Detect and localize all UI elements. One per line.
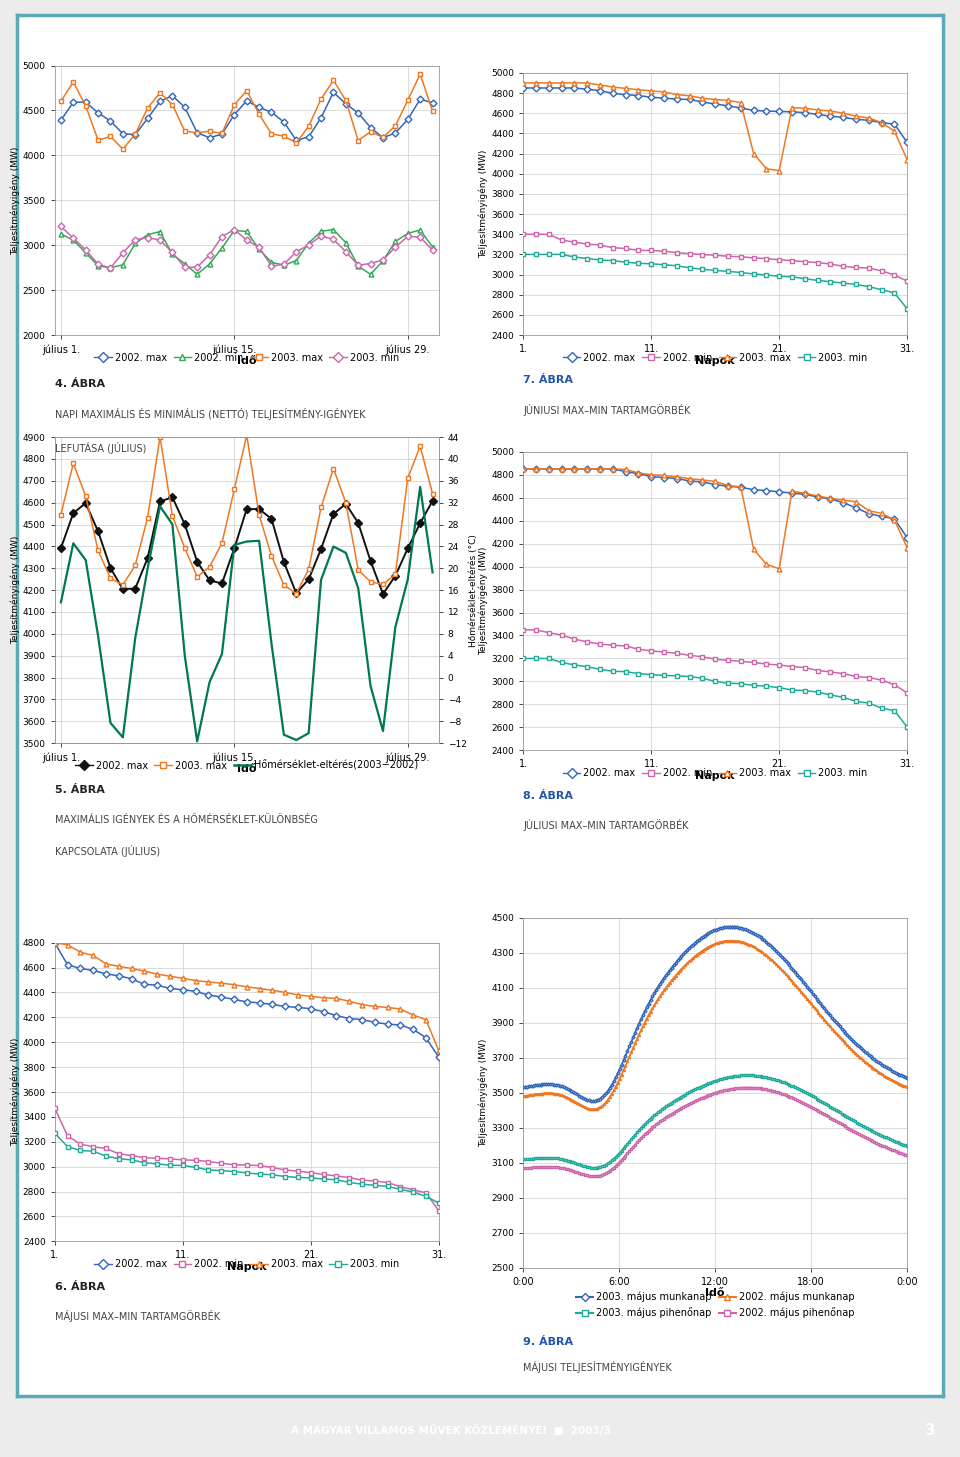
Text: 3: 3 [925, 1423, 936, 1438]
Legend: 2002. max, 2003. max, Hőmérséklet-eltérés(2003−2002): 2002. max, 2003. max, Hőmérséklet-eltéré… [71, 756, 422, 775]
Text: NAPI MAXIMÁLIS ÉS MINIMÁLIS (NETTÓ) TELJESÍTMÉNY-IGÉNYEK: NAPI MAXIMÁLIS ÉS MINIMÁLIS (NETTÓ) TELJ… [55, 408, 365, 420]
X-axis label: Idő: Idő [706, 1288, 725, 1298]
Legend: 2002. max, 2002. min, 2003. max, 2003. min: 2002. max, 2002. min, 2003. max, 2003. m… [559, 763, 872, 782]
Text: 5. ÁBRA: 5. ÁBRA [55, 785, 105, 794]
Text: MÁJUSI MAX–MIN TARTAMGÖRBÉK: MÁJUSI MAX–MIN TARTAMGÖRBÉK [55, 1310, 220, 1321]
X-axis label: Napok: Napok [695, 356, 735, 366]
Y-axis label: Teljesítményigény (MW): Teljesítményigény (MW) [11, 1037, 20, 1147]
Text: MÁJUSI TELJESÍTMÉNYIGÉNYEK: MÁJUSI TELJESÍTMÉNYIGÉNYEK [523, 1361, 672, 1372]
Legend: 2003. május munkanap, 2003. május pihenőnap, 2002. május munkanap, 2002. május p: 2003. május munkanap, 2003. május pihenő… [572, 1288, 858, 1321]
Text: 6. ÁBRA: 6. ÁBRA [55, 1282, 105, 1292]
X-axis label: Napok: Napok [695, 771, 735, 781]
Text: 4. ÁBRA: 4. ÁBRA [55, 379, 105, 389]
Legend: 2002. max, 2002. min, 2003. max, 2003. min: 2002. max, 2002. min, 2003. max, 2003. m… [559, 348, 872, 367]
Text: 9. ÁBRA: 9. ÁBRA [523, 1336, 573, 1346]
Text: LEFUTÁSA (JÚLIUS): LEFUTÁSA (JÚLIUS) [55, 441, 146, 455]
Legend: 2002. max, 2002. min, 2003. max, 2003. min: 2002. max, 2002. min, 2003. max, 2003. m… [90, 1254, 403, 1273]
Text: JÚLIUSI MAX–MIN TARTAMGÖRBÉK: JÚLIUSI MAX–MIN TARTAMGÖRBÉK [523, 819, 688, 830]
X-axis label: Idő: Idő [237, 763, 256, 774]
Y-axis label: Teljesítményigény (MW): Teljesítményigény (MW) [479, 150, 489, 258]
Text: 8. ÁBRA: 8. ÁBRA [523, 791, 573, 801]
Y-axis label: Teljesítményigény (MW): Teljesítményigény (MW) [479, 546, 489, 656]
Text: 7. ÁBRA: 7. ÁBRA [523, 376, 573, 386]
X-axis label: Idő: Idő [237, 356, 256, 366]
Y-axis label: Teljesítményigény (MW): Teljesítményigény (MW) [11, 146, 20, 255]
Legend: 2002. max, 2002. min, 2003. max, 2003. min: 2002. max, 2002. min, 2003. max, 2003. m… [90, 348, 403, 367]
X-axis label: Napok: Napok [227, 1262, 267, 1272]
Text: MAXIMÁLIS IGÉNYEK ÉS A HŐMÉRSÉKLET-KÜLÖNBSÉG: MAXIMÁLIS IGÉNYEK ÉS A HŐMÉRSÉKLET-KÜLÖN… [55, 814, 318, 825]
Y-axis label: Teljesítményigény (MW): Teljesítményigény (MW) [479, 1039, 489, 1147]
Y-axis label: Hőmérséklet-eltérés (°C): Hőmérséklet-eltérés (°C) [469, 533, 478, 647]
Text: A MAGYAR VILLAMOS MŰVEK KÖZLEMÉNYEI  ■  2003/3: A MAGYAR VILLAMOS MŰVEK KÖZLEMÉNYEI ■ 20… [291, 1425, 612, 1437]
Y-axis label: Teljesítményigény (MW): Teljesítményigény (MW) [11, 536, 20, 644]
Text: KAPCSOLATA (JÚLIUS): KAPCSOLATA (JÚLIUS) [55, 845, 160, 857]
Text: JÚNIUSI MAX–MIN TARTAMGÖRBÉK: JÚNIUSI MAX–MIN TARTAMGÖRBÉK [523, 404, 690, 415]
